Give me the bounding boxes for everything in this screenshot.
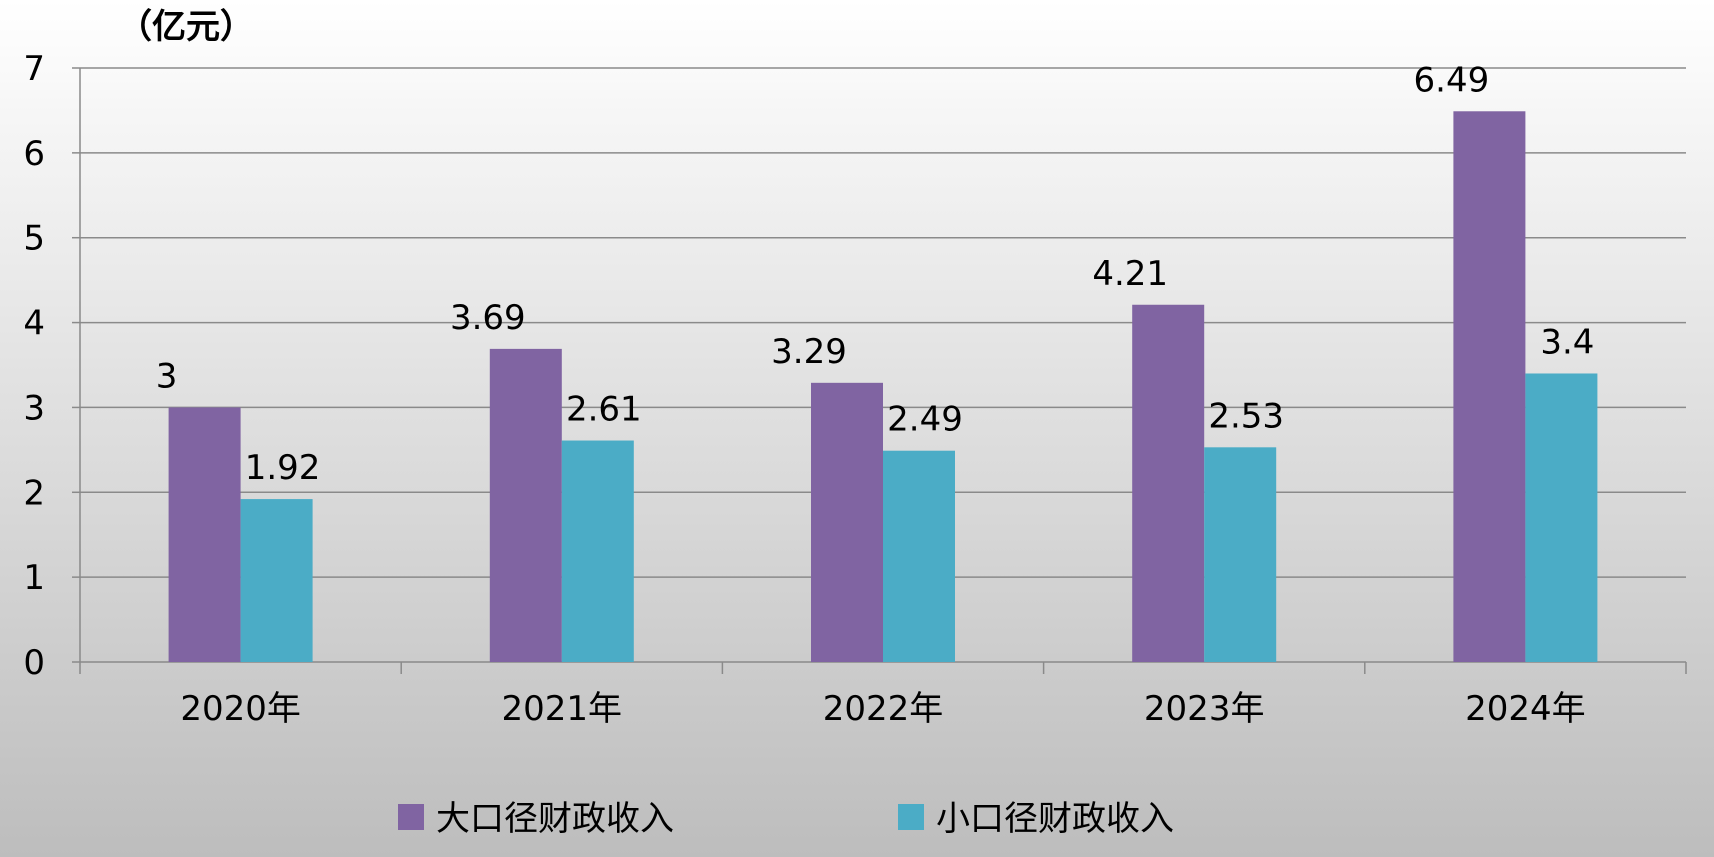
data-label: 2.61 (566, 390, 642, 430)
bar-large-0 (168, 407, 241, 662)
data-label: 2.53 (1208, 396, 1284, 436)
bar-small-1 (561, 440, 634, 662)
legend-swatch (398, 804, 424, 830)
legend: 大口径财政收入 小口径财政收入 (398, 799, 1174, 839)
y-tick-label: 2 (23, 473, 45, 513)
y-tick-label: 5 (23, 219, 45, 259)
legend-label: 小口径财政收入 (936, 799, 1174, 839)
data-label: 3 (156, 356, 178, 396)
bar-small-2 (883, 450, 955, 662)
bar-small-0 (240, 499, 313, 662)
y-tick-label: 0 (23, 643, 45, 683)
bars (168, 111, 1598, 662)
y-tick-label: 1 (23, 558, 45, 598)
bar-small-4 (1525, 373, 1598, 662)
data-label: 6.49 (1414, 60, 1490, 100)
data-label: 3.29 (771, 332, 847, 372)
y-tick-label: 3 (23, 388, 45, 428)
bar-small-3 (1204, 447, 1277, 662)
x-tick-label: 2024年 (1465, 689, 1586, 729)
y-tick-label: 7 (23, 49, 45, 89)
data-label: 3.4 (1540, 322, 1594, 362)
data-labels: 3 1.92 3.69 2.61 3.29 2.49 4.21 2.53 6.49 3.4 (156, 60, 1595, 488)
legend-swatch (898, 804, 924, 830)
y-tick-label: 6 (23, 134, 45, 174)
bar-large-4 (1453, 111, 1526, 662)
x-tick-label: 2021年 (502, 689, 623, 729)
x-tick-label: 2020年 (180, 689, 301, 729)
bar-large-2 (811, 382, 883, 662)
x-tick-label: 2023年 (1144, 689, 1265, 729)
legend-label: 大口径财政收入 (436, 799, 674, 839)
data-label: 4.21 (1092, 254, 1168, 294)
data-label: 2.49 (887, 400, 963, 440)
data-label: 1.92 (245, 448, 321, 488)
bar-large-3 (1132, 304, 1205, 662)
bar-large-1 (489, 348, 562, 662)
y-tick-label: 4 (23, 304, 45, 344)
data-label: 3.69 (450, 298, 526, 338)
axes: 0 1 2 3 4 5 6 7 2020年 2021年 2022年 2023年 2024年 (23, 49, 1687, 729)
y-unit-label: （亿元） (118, 7, 254, 47)
x-tick-label: 2022年 (823, 689, 944, 729)
